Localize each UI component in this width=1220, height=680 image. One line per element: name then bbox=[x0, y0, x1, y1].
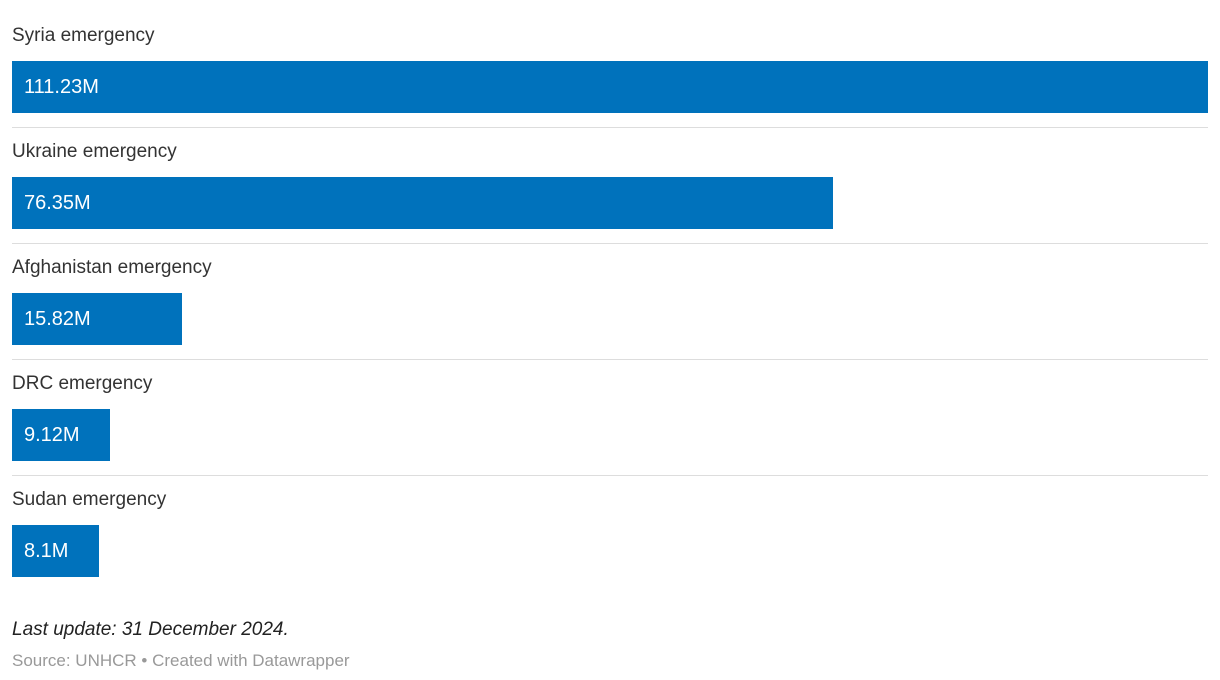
bar-category-label: DRC emergency bbox=[12, 373, 153, 394]
chart-footer: Last update: 31 December 2024. Source: U… bbox=[0, 591, 1220, 671]
bar[interactable]: 76.35M bbox=[12, 177, 833, 229]
bar-chart: Syria emergency 111.23M Ukraine emergenc… bbox=[12, 12, 1208, 591]
last-update-note: Last update: 31 December 2024. bbox=[12, 619, 289, 640]
bar[interactable]: 15.82M bbox=[12, 293, 183, 345]
bar-track: 15.82M bbox=[12, 293, 1208, 345]
bar-row: Sudan emergency 8.1M bbox=[12, 475, 1208, 591]
bar-value-label: 9.12M bbox=[24, 423, 80, 446]
bar-category-label: Ukraine emergency bbox=[12, 141, 177, 162]
bar-row: Syria emergency 111.23M bbox=[12, 12, 1208, 127]
bar-row: Afghanistan emergency 15.82M bbox=[12, 243, 1208, 359]
bar-track: 9.12M bbox=[12, 409, 1208, 461]
bar[interactable]: 111.23M bbox=[12, 61, 1208, 113]
bar-category-label: Sudan emergency bbox=[12, 489, 167, 510]
bar[interactable]: 8.1M bbox=[12, 525, 100, 577]
bar-value-label: 15.82M bbox=[24, 307, 91, 330]
bar-category-label: Afghanistan emergency bbox=[12, 257, 212, 278]
bar[interactable]: 9.12M bbox=[12, 409, 111, 461]
bar-row: Ukraine emergency 76.35M bbox=[12, 127, 1208, 243]
source-attribution: Source: UNHCR • Created with Datawrapper bbox=[12, 651, 350, 670]
bar-value-label: 76.35M bbox=[24, 191, 91, 214]
bar-track: 111.23M bbox=[12, 61, 1208, 113]
bar-track: 8.1M bbox=[12, 525, 1208, 577]
bar-value-label: 8.1M bbox=[24, 539, 69, 562]
bar-category-label: Syria emergency bbox=[12, 25, 155, 46]
bar-track: 76.35M bbox=[12, 177, 1208, 229]
bar-row: DRC emergency 9.12M bbox=[12, 359, 1208, 475]
bar-value-label: 111.23M bbox=[24, 75, 99, 98]
